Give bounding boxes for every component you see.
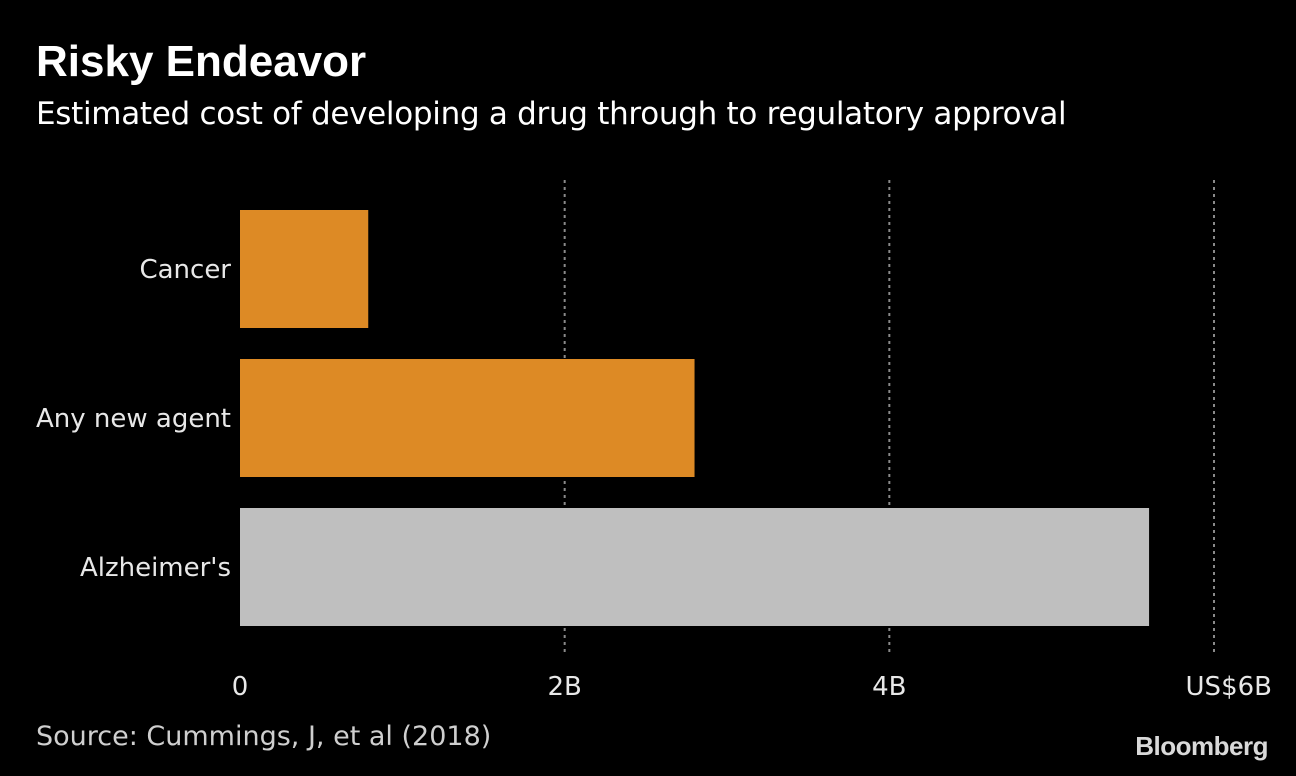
x-tick-label-3: US$6B (1186, 672, 1272, 702)
category-label-0: Cancer (139, 255, 231, 285)
category-label-2: Alzheimer's (80, 553, 231, 583)
x-axis-ticks: 0 2B 4B US$6B (232, 672, 1272, 702)
category-label-1: Any new agent (36, 404, 231, 434)
source-note: Source: Cummings, J, et al (2018) (36, 721, 492, 752)
chart-subtitle: Estimated cost of developing a drug thro… (36, 96, 1067, 132)
bar-1 (240, 359, 695, 477)
x-tick-label-1: 2B (547, 672, 581, 702)
x-tick-label-0: 0 (232, 672, 249, 702)
category-labels: Cancer Any new agent Alzheimer's (36, 255, 231, 583)
bars (240, 210, 1150, 626)
chart-title: Risky Endeavor (36, 37, 367, 86)
x-tick-label-2: 4B (872, 672, 906, 702)
bar-0 (240, 210, 369, 328)
bloomberg-logo: Bloomberg (1135, 731, 1268, 761)
bar-2 (240, 508, 1150, 626)
